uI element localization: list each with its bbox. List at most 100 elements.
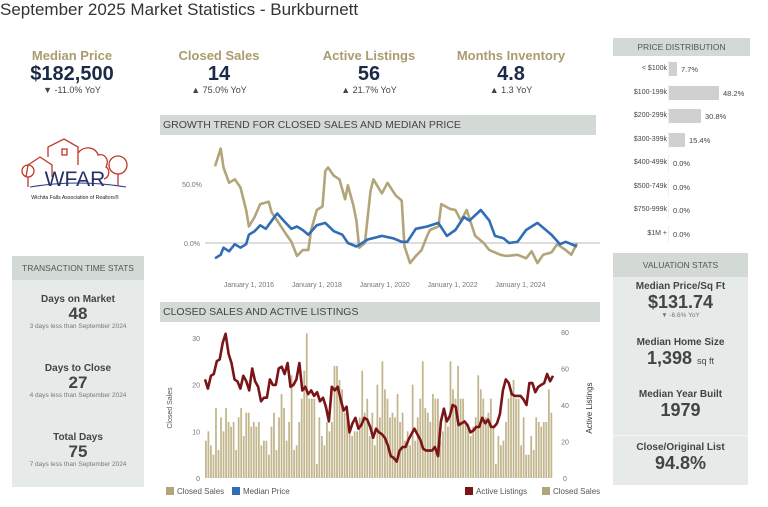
closed-sales-bar: [469, 436, 472, 478]
stat-days-to-close: Days to Close 27 4 days less than Septembe…: [12, 363, 144, 399]
legend-label: Closed Sales: [553, 487, 601, 496]
y-tick-label: 30: [192, 336, 200, 343]
closed-sales-active-listings-chart: 0 10 20 30 0 20 40 60 80 Closed Sales Active Listi…: [167, 330, 594, 483]
price-row: $200-299k 30.8%: [613, 108, 763, 125]
legend-label: Closed Sales: [177, 487, 225, 496]
closed-sales-bar: [484, 417, 487, 478]
closed-sales-bar: [235, 450, 238, 478]
closed-sales-bar: [515, 398, 517, 478]
y2-tick-label: 20: [561, 440, 569, 447]
closed-sales-bar: [255, 426, 258, 478]
closed-sales-bar: [505, 422, 507, 478]
closed-sales-bar: [525, 454, 528, 478]
stat-note: 4 days less than September 2024: [29, 392, 127, 399]
x-tick-label: January 1, 2020: [360, 282, 410, 289]
kpi-value: $182,500: [30, 63, 114, 85]
closed-sales-bar: [257, 422, 260, 478]
wfar-logo: WFAR Wichita Falls Association of Realto…: [18, 135, 133, 215]
stat-value: 27: [68, 373, 88, 392]
stat-label: Median Year Built: [638, 389, 723, 400]
closed-sales-bar: [336, 366, 338, 478]
stat-label: Median Home Size: [636, 337, 725, 348]
closed-sales-bar: [442, 431, 444, 478]
growth-chart-header: GROWTH TREND FOR CLOSED SALES AND MEDIAN…: [160, 115, 596, 135]
closed-sales-bar: [449, 361, 452, 478]
price-range: $750-999k: [633, 206, 667, 213]
stat-close-original: Close/Original List 94.8%: [613, 442, 748, 473]
closed-sales-bar: [252, 422, 255, 478]
price-bar: [669, 85, 719, 100]
closed-sales-bar: [305, 333, 308, 478]
price-bar: [669, 132, 685, 147]
price-pct: 0.0%: [673, 206, 691, 215]
closed-sales-bar: [547, 389, 550, 478]
closed-sales-bar: [381, 361, 384, 478]
stat-value: 1,398: [646, 348, 692, 368]
closed-sales-bar: [205, 440, 207, 478]
closed-sales-bar: [225, 408, 227, 478]
closed-sales-bar: [295, 445, 298, 478]
bar-chart-header: CLOSED SALES AND ACTIVE LISTINGS: [160, 302, 600, 322]
closed-sales-bar: [273, 412, 275, 478]
price-pct: 7.7%: [680, 65, 699, 74]
closed-sales-bar: [227, 422, 230, 478]
stat-value: 94.8%: [654, 453, 707, 473]
price-pct: 0.0%: [673, 229, 691, 239]
y2-tick-label: 0: [563, 476, 567, 483]
y-axis-label: Closed Sales: [167, 387, 174, 429]
closed-sales-bar: [232, 422, 235, 478]
closed-sales-bar: [293, 450, 296, 478]
kpi-closed-sales: Closed Sales 14 ▲ 75.0% YoY: [159, 48, 279, 95]
closed-sales-bar: [517, 398, 520, 478]
closed-sales-bar: [467, 426, 470, 478]
closed-sales-bar: [245, 412, 248, 478]
stat-label: Median Price/Sq Ft: [635, 281, 726, 292]
stat-label: Days on Market: [41, 294, 115, 305]
closed-sales-bar: [492, 426, 495, 478]
price-row: $100-199k 48.2%: [613, 84, 763, 102]
closed-sales-bar: [230, 426, 232, 478]
stat-change: ▼ -6.6% YoY: [661, 312, 700, 319]
closed-sales-bar: [437, 398, 439, 478]
closed-sales-bar: [386, 398, 389, 478]
y2-tick-label: 40: [561, 403, 569, 410]
closed-sales-bar: [308, 398, 311, 478]
closed-sales-bar: [240, 408, 243, 478]
closed-sales-bar: [318, 417, 321, 478]
closed-sales-bar: [288, 422, 290, 478]
page-title: September 2025 Market Statistics - Burkb…: [0, 0, 359, 19]
closed-sales-bar: [250, 426, 253, 478]
closed-sales-bar: [333, 366, 336, 478]
closed-sales-bar: [532, 450, 535, 478]
logo-text: WFAR: [45, 168, 106, 191]
legend-swatch: [232, 487, 240, 495]
price-range: $1M +: [647, 229, 667, 237]
stat-price-sqft: Median Price/Sq Ft $131.74 ▼ -6.6% YoY: [613, 281, 748, 319]
price-range: $400-499k: [633, 159, 667, 166]
closed-sales-bar: [323, 445, 326, 478]
price-pct: 30.8%: [704, 112, 727, 121]
price-range: $300-399k: [633, 135, 667, 143]
valuation-stats-header: VALUATION STATS: [613, 253, 748, 277]
stat-note: 7 days less than September 2024: [29, 461, 127, 468]
closed-sales-bar: [212, 454, 215, 478]
closed-sales-bar: [530, 436, 533, 478]
closed-sales-bar: [414, 440, 417, 478]
closed-sales-bar: [474, 417, 477, 478]
closed-sales-bar: [278, 417, 280, 478]
kpi-label: Months Inventory: [456, 48, 566, 63]
closed-sales-bar: [237, 417, 240, 478]
y-tick-label: 0: [196, 476, 200, 483]
price-row: $1M + 0.0%: [613, 225, 763, 243]
closed-sales-bar: [260, 445, 263, 478]
closed-sales-bar: [351, 436, 354, 478]
stat-value: 1979: [660, 400, 701, 420]
price-range: $500-749k: [633, 182, 667, 190]
closed-sales-bar: [394, 417, 396, 478]
closed-sales-bar: [497, 436, 500, 478]
closed-sales-bar: [416, 417, 419, 478]
kpi-label: Active Listings: [322, 48, 416, 63]
stat-label: Days to Close: [44, 363, 112, 374]
closed-sales-bar: [331, 422, 333, 478]
closed-sales-bar: [328, 431, 331, 478]
